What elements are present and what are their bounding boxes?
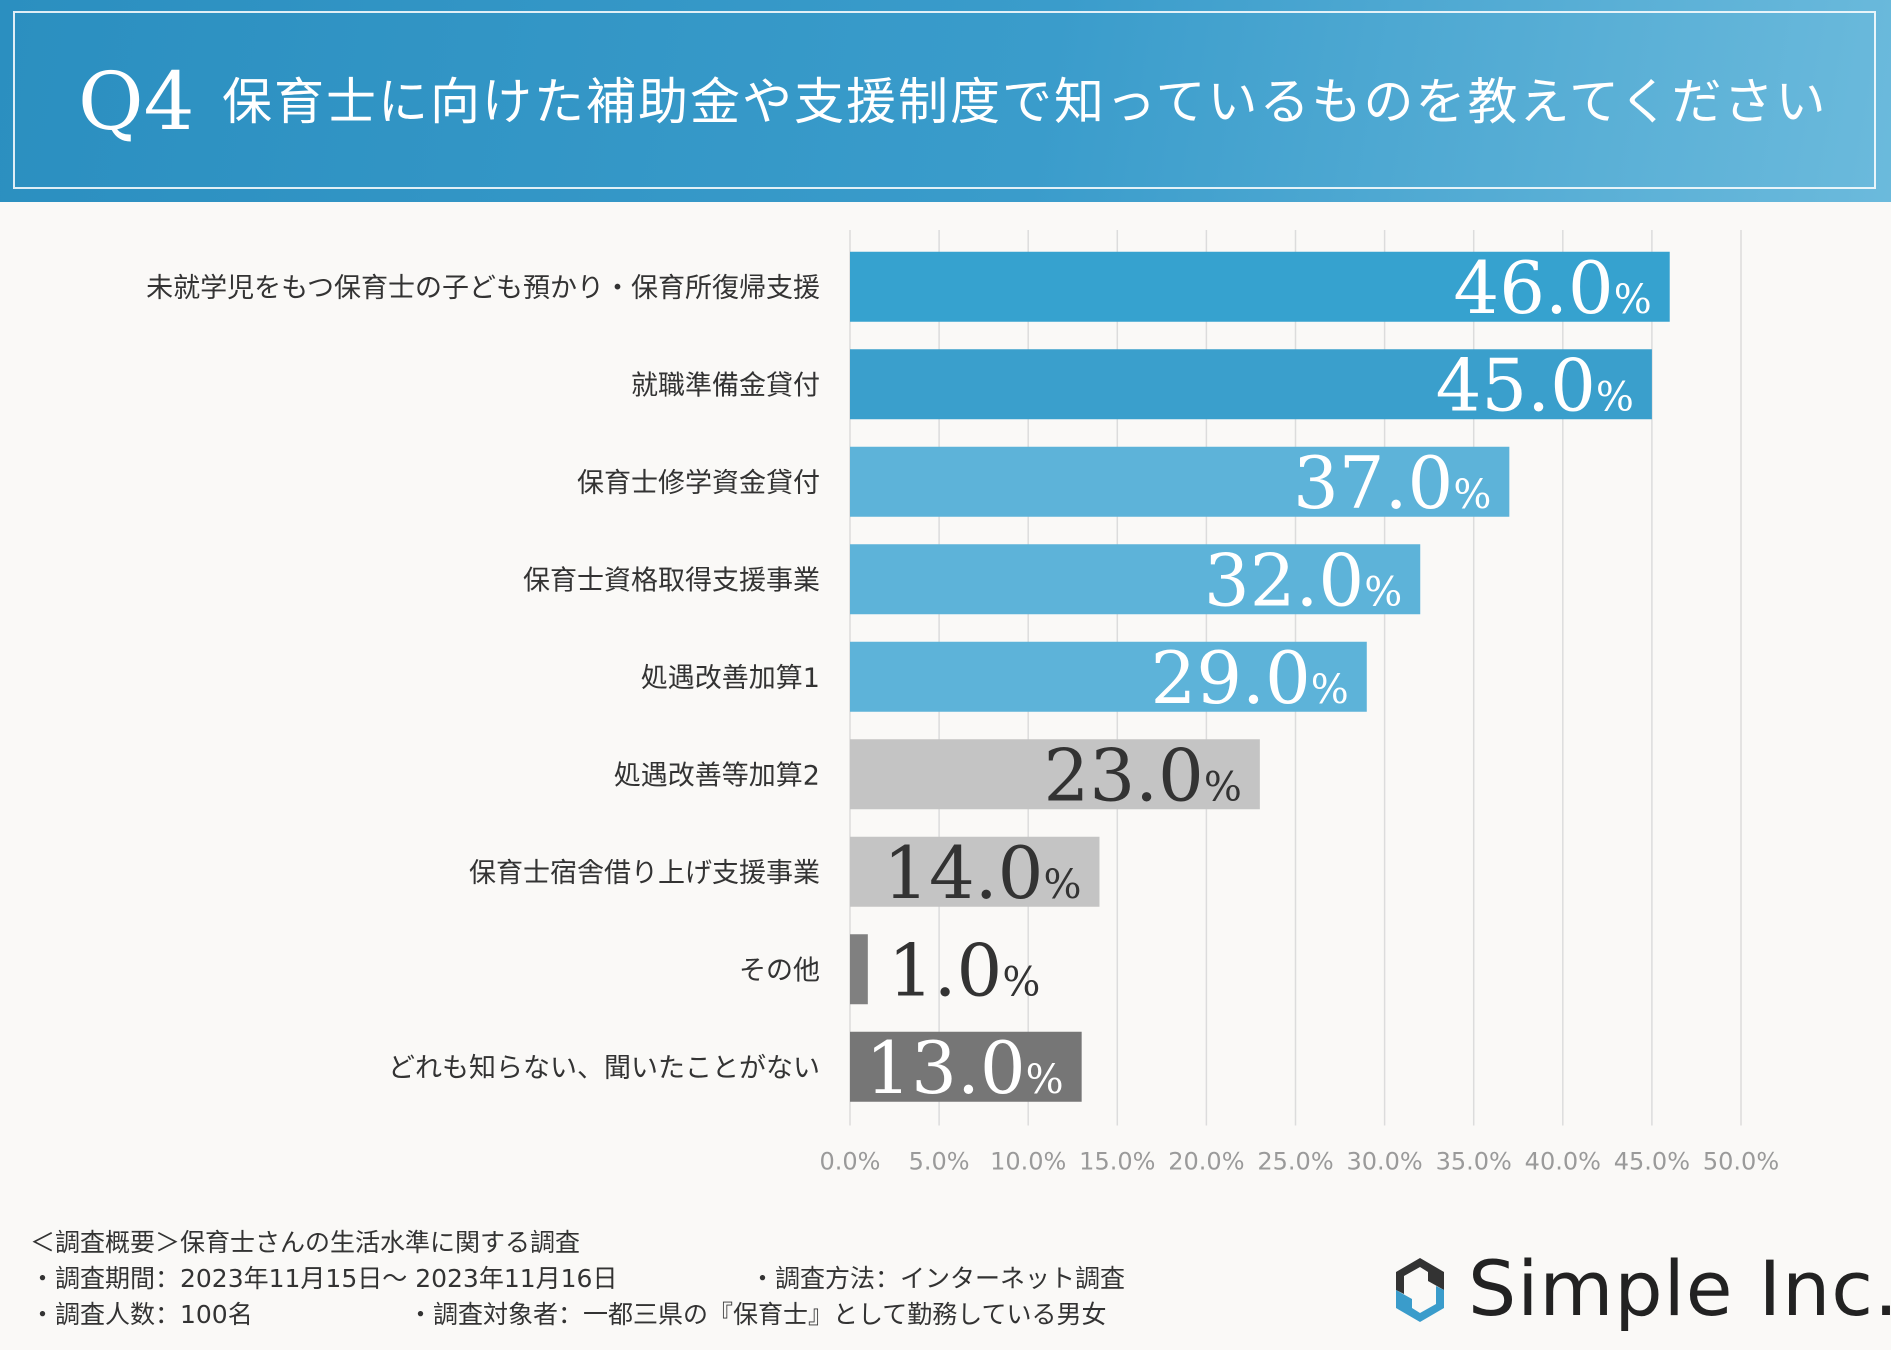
question-title: 保育士に向けた補助金や支援制度で知っているものを教えてください — [222, 73, 1828, 131]
category-label: どれも知らない、聞いたことがない — [388, 1053, 820, 1084]
x-tick-label: 45.0% — [1614, 1148, 1690, 1176]
x-tick-label: 35.0% — [1436, 1148, 1512, 1176]
bar — [850, 349, 1652, 420]
data-label-unit: % — [1026, 1057, 1064, 1103]
simple-logo-icon — [1396, 1258, 1444, 1322]
bar — [850, 836, 1100, 907]
bar — [850, 446, 1510, 517]
x-tick-label: 25.0% — [1257, 1148, 1333, 1176]
survey-target: ・調査対象者：一都三県の『保育士』として勤務している男女 — [408, 1300, 1107, 1329]
bar — [850, 544, 1421, 615]
x-tick-label: 0.0% — [820, 1148, 881, 1176]
survey-respondents: ・調査人数：100名 — [30, 1300, 253, 1329]
x-tick-label: 40.0% — [1525, 1148, 1601, 1176]
category-label: 保育士宿舎借り上げ支援事業 — [469, 858, 820, 889]
category-label: 未就学児をもつ保育士の子ども預かり・保育所復帰支援 — [146, 273, 820, 304]
bar — [850, 934, 868, 1005]
category-label: 保育士修学資金貸付 — [577, 468, 820, 499]
title-banner: Q4 保育士に向けた補助金や支援制度で知っているものを教えてください — [0, 0, 1891, 202]
bar — [850, 1031, 1082, 1102]
x-tick-label: 20.0% — [1168, 1148, 1244, 1176]
survey-method: ・調査方法：インターネット調査 — [750, 1264, 1126, 1293]
category-label: その他 — [739, 955, 820, 986]
survey-period: ・調査期間：2023年11月15日～ 2023年11月16日 — [30, 1264, 618, 1293]
x-tick-label: 30.0% — [1346, 1148, 1422, 1176]
question-number: Q4 — [78, 55, 195, 148]
category-label: 処遇改善等加算2 — [614, 760, 820, 791]
data-label-unit: % — [1364, 569, 1402, 615]
data-label-unit: % — [1311, 667, 1349, 713]
bar-chart: 0.0% 5.0% 10.0% 15.0% 20.0% 25.0% 30.0% 35.0% 40… — [146, 230, 1779, 1176]
bar — [850, 251, 1670, 322]
title-frame — [13, 11, 1876, 189]
data-label-unit: % — [1043, 862, 1081, 908]
data-label-unit: % — [1204, 764, 1242, 810]
category-label: 処遇改善加算1 — [641, 663, 820, 694]
x-tick-label: 10.0% — [990, 1148, 1066, 1176]
data-label-unit: % — [1596, 374, 1634, 420]
category-label: 就職準備金貸付 — [631, 370, 820, 401]
survey-overview: ＜調査概要＞保育士さんの生活水準に関する調査 — [30, 1228, 581, 1257]
data-label-unit: % — [1614, 277, 1652, 323]
bar — [850, 641, 1367, 712]
data-label: 23.0% — [1044, 733, 1242, 817]
brand-name: Simple Inc. — [1468, 1244, 1891, 1333]
data-label-unit: % — [1453, 472, 1491, 518]
x-tick-label: 15.0% — [1079, 1148, 1155, 1176]
x-tick-label: 50.0% — [1703, 1148, 1779, 1176]
category-label: 保育士資格取得支援事業 — [523, 565, 820, 596]
bar — [850, 739, 1260, 810]
data-label: 1.0% — [888, 928, 1041, 1012]
x-tick-label: 5.0% — [909, 1148, 970, 1176]
data-label-unit: % — [1002, 959, 1040, 1005]
